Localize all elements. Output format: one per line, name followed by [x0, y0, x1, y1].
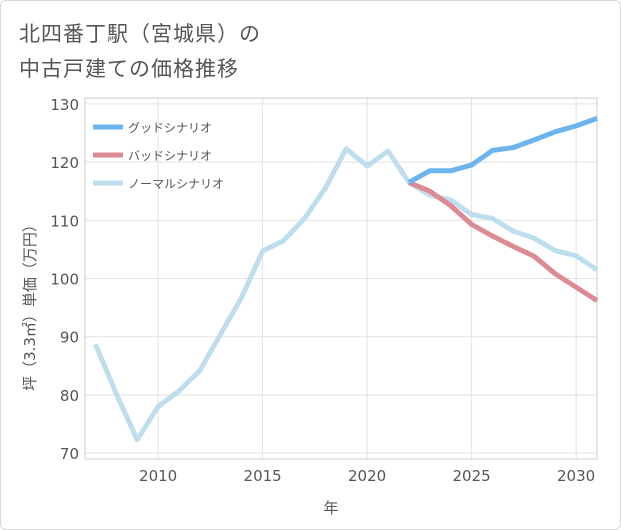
legend-label-bad: バッドシナリオ [128, 149, 212, 163]
y-tick-label-90: 90 [60, 329, 79, 347]
x-tick-label-2010: 2010 [139, 467, 177, 485]
x-tick-label-2020: 2020 [348, 467, 386, 485]
chart-title-line-1: 北四番丁駅（宮城県）の [19, 22, 261, 46]
y-axis-title: 坪（3.3㎡）単価（万円） [21, 217, 39, 391]
chart-title-line-2: 中古戸建ての価格推移 [19, 57, 239, 81]
series-layer [93, 116, 599, 443]
legend-label-good: グッドシナリオ [128, 121, 212, 135]
series-line-normal [93, 146, 599, 443]
y-tick-label-70: 70 [60, 445, 79, 463]
y-tick-label-80: 80 [60, 387, 79, 405]
legend-label-normal: ノーマルシナリオ [128, 177, 224, 191]
y-tick-label-100: 100 [50, 271, 79, 289]
x-tick-label-2015: 2015 [244, 467, 282, 485]
series-line-good [407, 116, 598, 185]
x-axis-title: 年 [323, 499, 338, 517]
plot-area-frame [84, 97, 598, 460]
series-line-bad [407, 180, 599, 303]
x-tick-label-2030: 2030 [557, 467, 595, 485]
y-tick-label-120: 120 [50, 154, 79, 172]
x-tick-label-2025: 2025 [453, 467, 491, 485]
grid-lines [85, 98, 597, 459]
y-tick-label-130: 130 [50, 96, 79, 114]
y-tick-label-110: 110 [50, 212, 79, 230]
tick-labels: 70 80 90 100 110 120 130 2010 2015 2020 2025 2030 [50, 96, 595, 485]
chart-title: 北四番丁駅（宮城県）の 中古戸建ての価格推移 [19, 17, 261, 87]
